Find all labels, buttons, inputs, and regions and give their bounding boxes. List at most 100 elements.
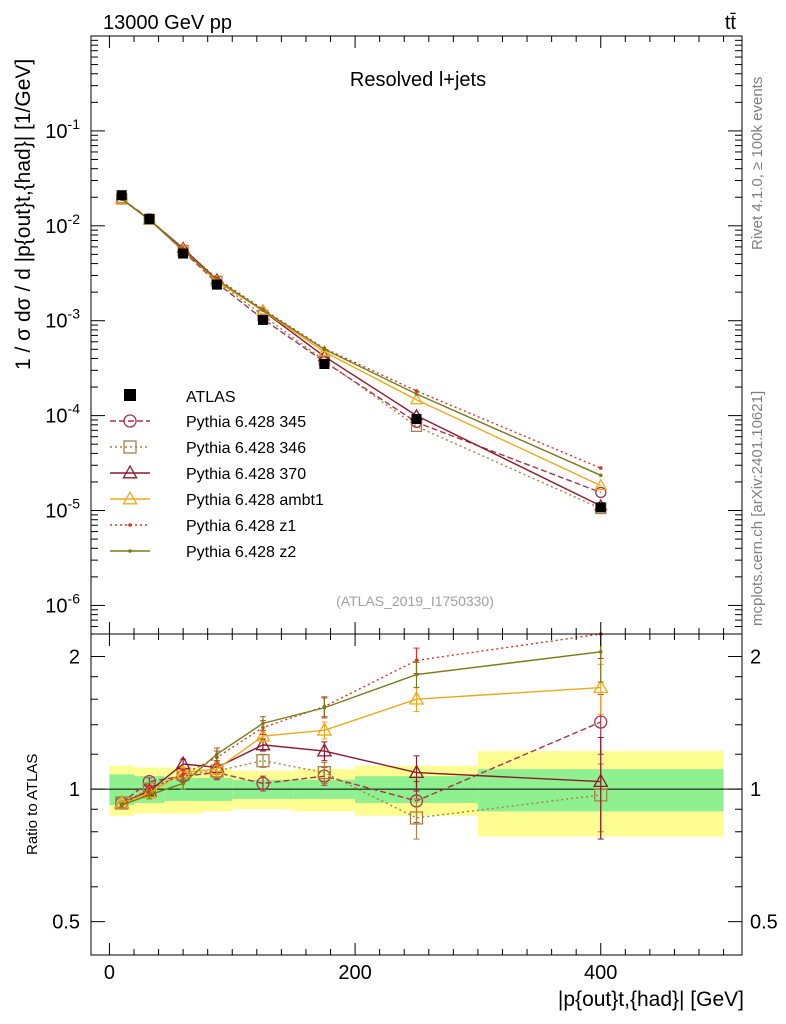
- marker-square: [317, 765, 332, 780]
- ratio-series-layer: [113, 632, 609, 840]
- legend-label: Pythia 6.428 z2: [186, 544, 296, 561]
- marker-dot: [147, 787, 152, 791]
- energy-label: 13000 GeV pp: [103, 12, 232, 34]
- marker-dot: [181, 772, 185, 777]
- ratio-panel-frame: [90, 633, 743, 956]
- y-tick-label-main: 10-4: [45, 401, 80, 428]
- ratio-series-line: [121, 651, 601, 806]
- marker-triangle: [408, 690, 425, 705]
- y-tick-exponent: -3: [68, 306, 81, 322]
- y-tick-exponent: -6: [68, 590, 81, 606]
- marker-triangle: [255, 736, 271, 751]
- analysis-id: (ATLAS_2019_I1750330): [336, 593, 494, 609]
- legend-atlas-label: ATLAS: [186, 389, 236, 406]
- ratio-series-line: [121, 759, 601, 819]
- marker-dot: [215, 752, 219, 757]
- marker-triangle: [594, 478, 608, 491]
- legend-label: Pythia 6.428 ambt1: [186, 492, 324, 509]
- atlas-data-layer: [116, 190, 606, 513]
- y-axis-title-main: 1 / σ dσ / d |p{out}t,{had}| [1/GeV]: [12, 59, 35, 370]
- marker-dot: [414, 389, 419, 393]
- marker-dot: [261, 721, 265, 726]
- x-tick-label: 200: [338, 962, 371, 984]
- marker-dot: [414, 672, 419, 677]
- marker-dot: [147, 793, 152, 797]
- marker-circle: [595, 486, 607, 499]
- rivet-label: Rivet 4.1.0, ≥ 100k events: [749, 77, 766, 250]
- main-series-line: [121, 198, 602, 507]
- y-tick-label-ratio: 1: [69, 779, 80, 801]
- main-series-line: [121, 198, 602, 476]
- legend: ATLAS Pythia 6.428 345 Pythia 6.428 346 Pyt…: [110, 389, 324, 561]
- atlas-data-point: [319, 358, 330, 369]
- y-tick-exponent: -5: [68, 496, 81, 512]
- marker-triangle: [256, 303, 270, 316]
- ratio-series-line: [121, 744, 601, 804]
- x-tick-label: 400: [584, 962, 617, 984]
- main-series-line: [121, 198, 602, 510]
- marker-dot: [181, 781, 185, 786]
- marker-dot: [414, 392, 419, 396]
- marker-square: [409, 811, 424, 825]
- panel-title: Resolved l+jets: [350, 69, 486, 91]
- atlas-data-point: [178, 248, 189, 259]
- marker-dot: [128, 549, 132, 553]
- axis-ticks: [91, 35, 742, 955]
- main-series-line: [121, 198, 602, 469]
- marker-dot: [322, 705, 327, 710]
- atlas-data-point: [411, 414, 422, 425]
- marker-triangle: [316, 722, 333, 736]
- y-tick-label-ratio: 2: [69, 647, 80, 669]
- axis-tick-labels: 0 200 400 10-1 10-2 10-3 10-4 10-5 10-6 2 2 1 1 0.5 0.…: [45, 116, 778, 984]
- x-tick-label: 0: [104, 962, 115, 984]
- marker-circle: [256, 776, 270, 791]
- marker-dot: [261, 308, 265, 313]
- y-axis-title-ratio: Ratio to ATLAS: [24, 754, 41, 855]
- marker-triangle: [113, 794, 130, 809]
- marker-triangle: [593, 773, 609, 788]
- y-tick-label-main: 10-5: [45, 496, 80, 523]
- y-tick-label-main: 10-6: [45, 590, 80, 617]
- marker-circle: [123, 414, 137, 428]
- marker-triangle: [593, 679, 609, 694]
- marker-triangle: [209, 760, 225, 775]
- marker-dot: [598, 650, 603, 654]
- legend-label: Pythia 6.428 370: [186, 466, 306, 483]
- marker-dot: [414, 658, 419, 663]
- marker-triangle: [122, 490, 138, 505]
- atlas-data-point: [116, 190, 127, 201]
- marker-triangle: [122, 464, 138, 479]
- marker-dot: [598, 466, 603, 470]
- marker-circle: [594, 715, 608, 729]
- y-tick-label-main: 10-1: [45, 116, 80, 143]
- y-tick-exponent: -2: [68, 211, 81, 227]
- x-axis-title: |p{out}t,{had}| [GeV]: [558, 988, 744, 1011]
- legend-label: Pythia 6.428 z1: [186, 518, 296, 535]
- y-tick-exponent: -4: [68, 401, 81, 417]
- ratio-series-line: [121, 686, 601, 804]
- y-tick-label-ratio-right: 2: [750, 647, 761, 669]
- y-tick-label-main: 10-2: [45, 211, 80, 238]
- marker-dot: [322, 347, 327, 352]
- marker-square: [123, 440, 137, 454]
- legend-label: Pythia 6.428 346: [186, 440, 306, 457]
- legend-label: Pythia 6.428 345: [186, 414, 306, 431]
- marker-dot: [119, 803, 124, 807]
- atlas-data-point: [257, 314, 268, 325]
- marker-triangle: [255, 727, 271, 742]
- process-label: tt̄: [725, 12, 737, 34]
- marker-dot: [598, 473, 603, 478]
- atlas-data-point: [211, 279, 222, 290]
- y-tick-label-ratio-right: 1: [750, 779, 761, 801]
- marker-dot: [128, 523, 132, 527]
- marker-triangle: [408, 764, 425, 779]
- y-tick-label-ratio-right: 0.5: [750, 912, 778, 934]
- marker-triangle: [316, 742, 333, 757]
- mcplots-label: mcplots.cern.ch [arXiv:2401.10621]: [749, 391, 766, 626]
- marker-triangle: [409, 392, 424, 405]
- y-tick-label-ratio: 0.5: [52, 912, 80, 934]
- atlas-data-point: [595, 502, 606, 513]
- marker-square: [256, 754, 270, 768]
- atlas-data-point: [144, 213, 155, 224]
